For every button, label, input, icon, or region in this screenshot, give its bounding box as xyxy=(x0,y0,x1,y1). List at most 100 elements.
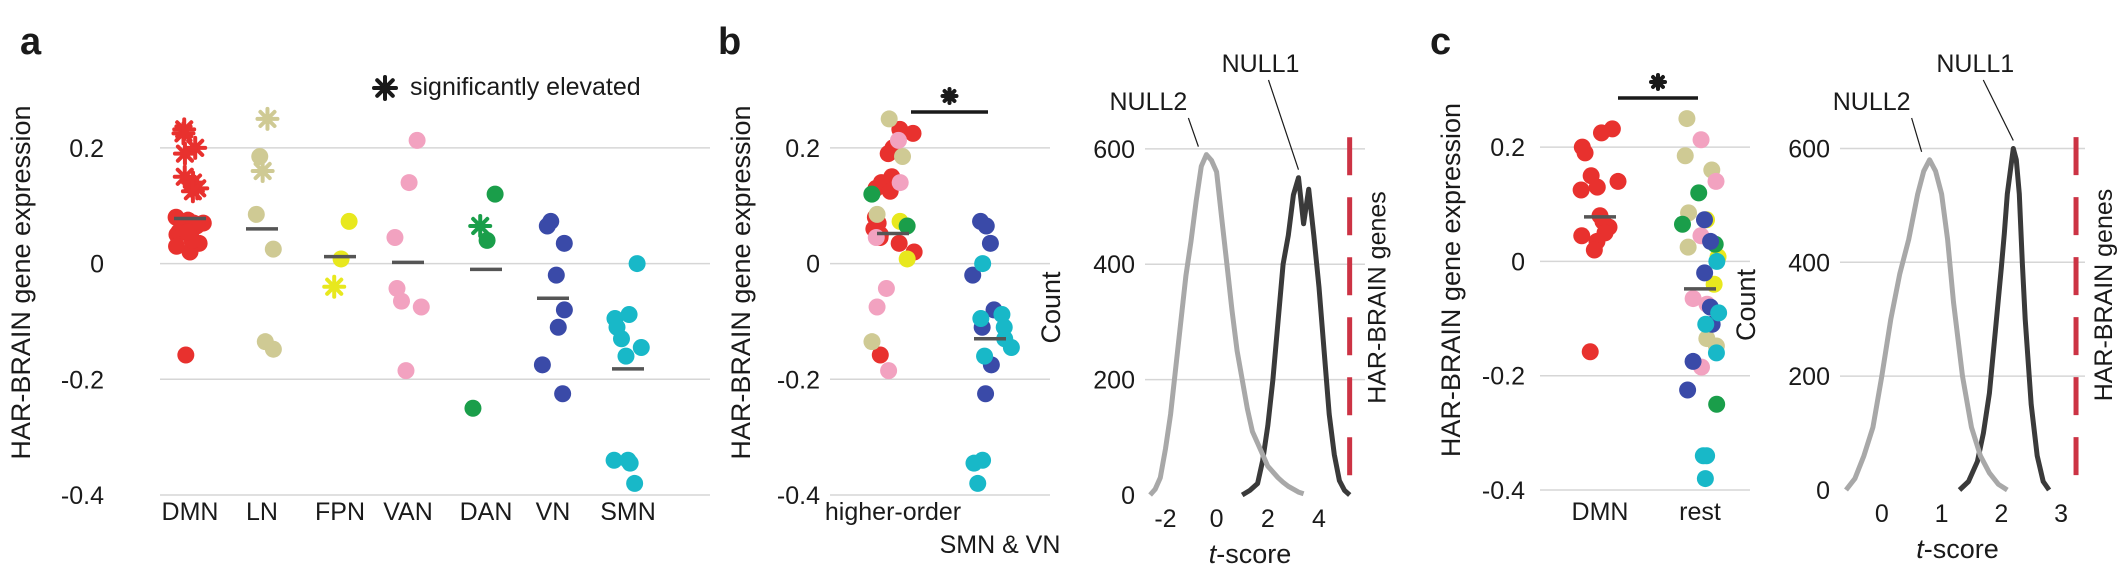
data-point xyxy=(977,385,995,403)
x-tick-label: 0 xyxy=(1875,500,1889,528)
data-point xyxy=(626,474,644,492)
data-point xyxy=(247,205,265,223)
elevated-point xyxy=(468,213,493,238)
x-category-label: DAN xyxy=(460,498,513,526)
data-point xyxy=(898,250,916,268)
data-point xyxy=(1581,343,1599,361)
y-tick-label: 0.2 xyxy=(785,135,820,163)
data-point xyxy=(340,212,358,230)
data-point xyxy=(1697,315,1715,333)
data-point xyxy=(538,217,556,235)
data-point xyxy=(628,255,646,273)
data-point xyxy=(977,217,995,235)
x-category-label: VN xyxy=(536,498,571,526)
data-point xyxy=(1679,381,1697,399)
data-point xyxy=(965,454,983,472)
y-tick-label: 0 xyxy=(1816,477,1830,505)
data-point xyxy=(1676,147,1694,165)
group-rest xyxy=(1673,110,1728,488)
data-point xyxy=(1695,211,1713,229)
elevated-point xyxy=(171,121,196,146)
asterisk-stroke xyxy=(258,109,277,128)
data-point xyxy=(863,185,881,203)
series-leader-line xyxy=(1267,79,1300,170)
asterisk-stroke xyxy=(375,78,395,98)
asterisk-stroke xyxy=(175,144,195,163)
asterisk-shape xyxy=(372,75,398,101)
data-point xyxy=(1690,184,1708,202)
data-point xyxy=(1609,172,1627,190)
legend: significantly elevated xyxy=(372,73,641,101)
data-point xyxy=(1573,227,1591,245)
group-dan xyxy=(464,185,504,417)
data-point xyxy=(1710,304,1728,322)
group-dmn xyxy=(1572,120,1627,361)
series-label-null2: NULL2 xyxy=(1109,88,1187,116)
asterisk-stroke xyxy=(174,124,193,143)
data-point xyxy=(617,347,635,365)
data-point xyxy=(1696,264,1714,282)
data-point xyxy=(1692,131,1710,149)
data-point xyxy=(1708,395,1726,413)
data-point xyxy=(890,234,908,252)
series-label-null2: NULL2 xyxy=(1833,88,1911,116)
har-brain-label: HAR-BRAIN genes xyxy=(1364,191,1392,404)
data-point xyxy=(549,318,567,336)
data-point xyxy=(478,231,496,249)
elevated-point xyxy=(180,179,205,204)
group-vn xyxy=(533,212,573,403)
y-tick-label: -0.4 xyxy=(61,482,104,510)
data-point xyxy=(871,346,889,364)
data-point xyxy=(605,451,623,469)
data-point xyxy=(397,362,415,380)
panel-letter-b: b xyxy=(718,21,741,63)
data-point xyxy=(408,131,426,149)
x-tick-label: 2 xyxy=(1261,505,1275,533)
y-tick-label: 600 xyxy=(1093,136,1135,164)
x-tick-label: 3 xyxy=(2054,500,2068,528)
data-point xyxy=(412,298,430,316)
elevated-point xyxy=(322,274,347,299)
data-point xyxy=(1698,447,1716,465)
legend-text: significantly elevated xyxy=(410,73,641,101)
data-point xyxy=(1707,172,1725,190)
data-point xyxy=(555,301,573,319)
x-axis-label: t-score xyxy=(1916,534,1999,564)
series-leader-line xyxy=(1187,117,1199,147)
y-axis-label: Count xyxy=(1731,268,1761,341)
x-tick-label: 0 xyxy=(1210,505,1224,533)
data-point xyxy=(620,305,638,323)
y-tick-label: -0.2 xyxy=(777,366,820,394)
y-tick-label: 0 xyxy=(1121,482,1135,510)
data-point xyxy=(1702,232,1720,250)
data-point xyxy=(1572,181,1590,199)
y-tick-label: 0 xyxy=(806,251,820,279)
x-category-label: rest xyxy=(1679,498,1721,526)
panel-letter-c: c xyxy=(1430,21,1451,63)
elevated-point xyxy=(250,159,275,183)
y-tick-label: 0.2 xyxy=(1490,134,1525,162)
y-axis-label: HAR-BRAIN gene expression xyxy=(6,105,36,459)
y-tick-label: -0.2 xyxy=(61,366,104,394)
data-point xyxy=(969,474,987,492)
x-tick-label: -2 xyxy=(1154,505,1176,533)
elevated-point xyxy=(255,106,280,131)
data-point xyxy=(1679,238,1697,256)
y-tick-label: -0.2 xyxy=(1482,363,1525,391)
data-point xyxy=(1684,290,1702,308)
data-point xyxy=(464,399,482,417)
series-line-null2 xyxy=(1148,152,1305,497)
data-point xyxy=(621,454,639,472)
y-tick-label: 0 xyxy=(90,251,104,279)
data-point xyxy=(867,229,885,247)
x-category-label: DMN xyxy=(1572,498,1629,526)
chart-b: 0.2 0 -0.2 -0.4 HAR-BRAIN gene expression hig… xyxy=(726,87,1060,559)
data-point xyxy=(1684,352,1702,370)
chart-c2: 0 200 400 600 0 1 2 3 Count t-score NULL1 NULL2 HAR-… xyxy=(1731,50,2118,564)
data-point xyxy=(981,234,999,252)
x-axis-label: t-score xyxy=(1209,539,1292,569)
asterisk-stroke xyxy=(325,277,344,296)
group-smn xyxy=(605,255,650,492)
data-point xyxy=(877,279,895,297)
